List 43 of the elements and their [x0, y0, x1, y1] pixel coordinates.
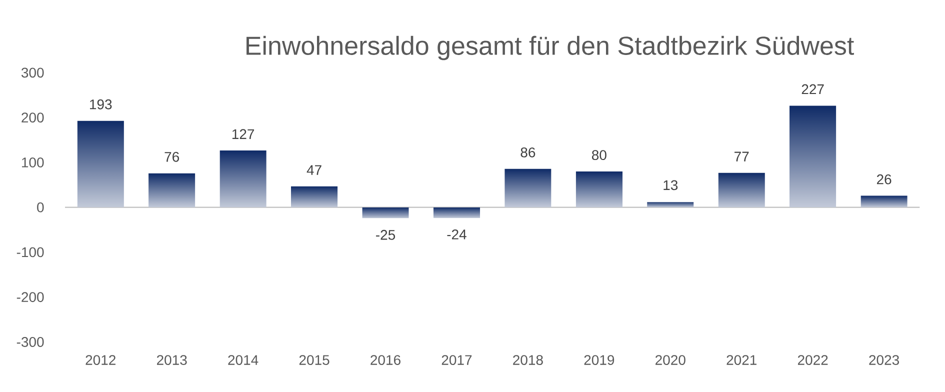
x-tick-label: 2013 [156, 355, 187, 365]
bar [576, 171, 623, 208]
data-label: -24 [447, 229, 466, 240]
x-tick-label: 2012 [86, 355, 116, 365]
data-label: 47 [306, 165, 322, 175]
data-label: 76 [164, 152, 180, 162]
data-label: 127 [232, 129, 254, 139]
data-label: 26 [876, 174, 892, 184]
data-label: 13 [664, 180, 678, 190]
bar [433, 207, 480, 218]
bar [718, 172, 765, 208]
x-tick-label: 2018 [513, 355, 543, 365]
bar [220, 150, 266, 208]
bar [290, 186, 338, 208]
y-tick-label: 100 [22, 157, 44, 168]
y-tick-label: 300 [21, 68, 44, 78]
data-label: -25 [376, 230, 396, 240]
x-tick-label: 2015 [299, 355, 330, 365]
bar [148, 173, 196, 208]
x-tick-label: 2021 [726, 355, 756, 365]
data-label: 193 [90, 99, 112, 110]
bar [504, 168, 552, 208]
x-tick-label: 2022 [798, 355, 828, 365]
x-tick-label: 2019 [584, 355, 614, 365]
bar [860, 196, 908, 208]
x-tick-label: 2023 [869, 355, 900, 365]
chart-title: Einwohnersaldo gesamt für den Stadtbezirk Südwest [246, 36, 854, 60]
y-tick-label: -100 [16, 247, 44, 258]
data-label: 80 [592, 150, 606, 160]
bar [789, 106, 836, 208]
data-label: 227 [802, 84, 824, 94]
y-tick-label: -300 [16, 337, 44, 347]
x-tick-label: 2016 [370, 355, 400, 365]
x-tick-label: 2017 [442, 355, 472, 365]
y-tick-label: 0 [37, 202, 44, 212]
data-label: 77 [734, 152, 749, 162]
y-tick-label: 200 [22, 112, 44, 123]
data-label: 86 [520, 147, 536, 158]
x-tick-label: 2020 [656, 355, 686, 365]
x-tick-label: 2014 [228, 355, 258, 365]
bar [362, 207, 409, 218]
y-tick-label: -200 [16, 292, 44, 302]
bar [77, 120, 124, 208]
